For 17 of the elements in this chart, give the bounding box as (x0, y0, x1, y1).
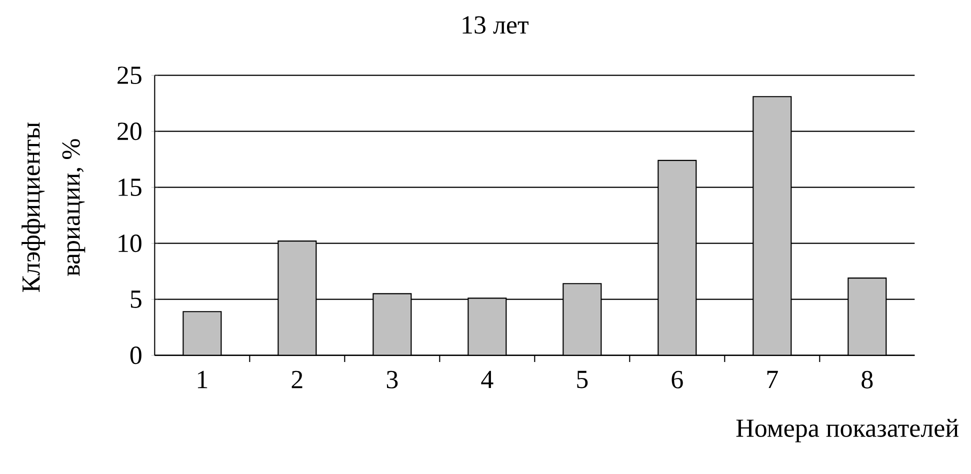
y-axis-title: Клэффициенты вариации, % (22, 122, 86, 292)
chart-title: 13 лет (462, 16, 528, 34)
x-tick-label: 1 (198, 370, 208, 388)
y-tick-label: 20 (118, 122, 142, 140)
x-tick-label: 7 (767, 370, 778, 388)
y-tick-label: 10 (118, 234, 142, 252)
x-tick-label: 5 (577, 370, 588, 388)
x-tick-label: 3 (386, 370, 398, 388)
y-tick-label: 25 (118, 66, 142, 84)
y-tick-label: 5 (130, 290, 142, 308)
y-tick-label: 0 (130, 346, 142, 364)
x-tick-label: 4 (481, 370, 494, 388)
x-tick-label: 6 (672, 370, 683, 388)
x-tick-label: 2 (292, 370, 302, 388)
x-axis-title: Номера показателей (736, 418, 958, 442)
y-tick-label: 15 (118, 178, 142, 196)
x-tick-label: 8 (862, 370, 873, 388)
